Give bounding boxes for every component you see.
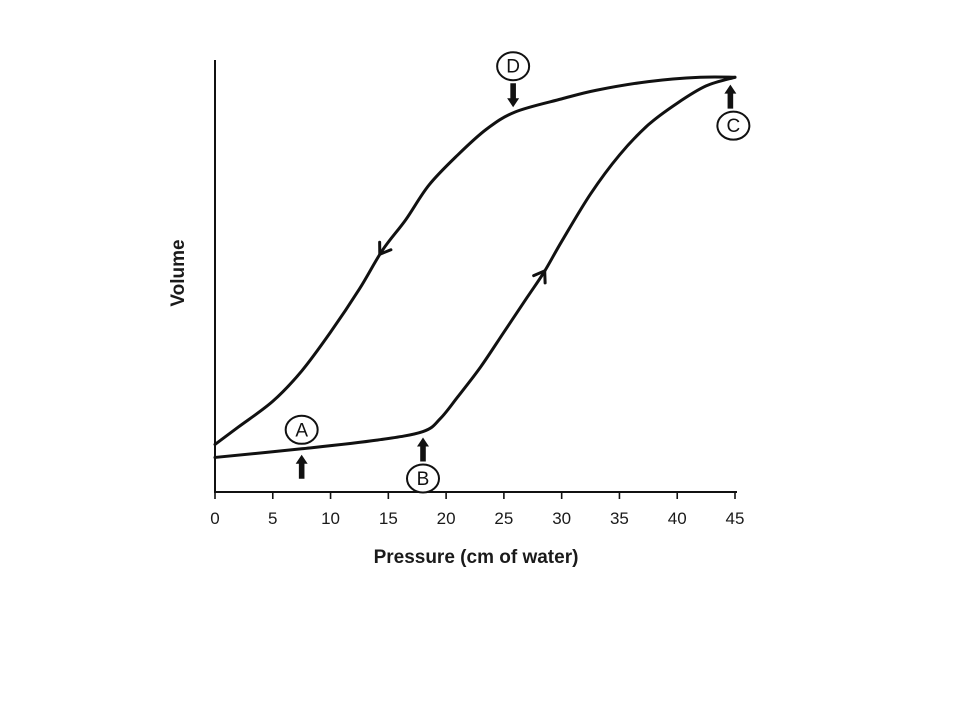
marker-label-circle: [496, 51, 531, 82]
x-tick-label: 15: [379, 509, 398, 528]
marker-label: A: [295, 420, 308, 441]
x-axis-title: Pressure (cm of water): [374, 547, 579, 568]
x-tick-label: 40: [668, 509, 687, 528]
marker-label: C: [727, 116, 741, 137]
deflation-curve: [213, 75, 737, 446]
marker-label: B: [417, 469, 430, 490]
marker-label-circle: [406, 463, 440, 494]
marker-label-circle: [284, 414, 319, 445]
x-tick-label: 20: [437, 509, 456, 528]
marker-B: B: [406, 437, 440, 494]
flow-direction-arrow: [378, 240, 393, 256]
flow-direction-arrow: [532, 269, 547, 285]
point-markers: A B C D: [284, 51, 751, 494]
inflation-curve: [213, 75, 737, 459]
x-tick-label: 30: [552, 509, 571, 528]
x-tick-label: 25: [494, 509, 513, 528]
x-tick-label: 5: [268, 509, 277, 528]
curves: [213, 75, 737, 459]
x-tick-label: 0: [210, 509, 219, 528]
marker-arrow: [724, 84, 737, 109]
x-tick-label: 45: [726, 509, 745, 528]
marker-arrow: [295, 454, 308, 479]
marker-label-circle: [716, 110, 751, 141]
marker-label: D: [506, 57, 520, 78]
flow-arrows: [378, 240, 547, 285]
marker-arrow: [417, 437, 429, 462]
marker-D: D: [496, 51, 531, 108]
marker-A: A: [284, 414, 319, 479]
x-tick-label: 10: [321, 509, 340, 528]
marker-C: C: [716, 84, 751, 141]
x-axis-ticks: 0 5 10 15 20 25 30 35 40 45: [210, 492, 744, 528]
y-axis-title: Volume: [168, 239, 189, 306]
marker-arrow: [507, 83, 520, 108]
x-tick-label: 35: [610, 509, 629, 528]
